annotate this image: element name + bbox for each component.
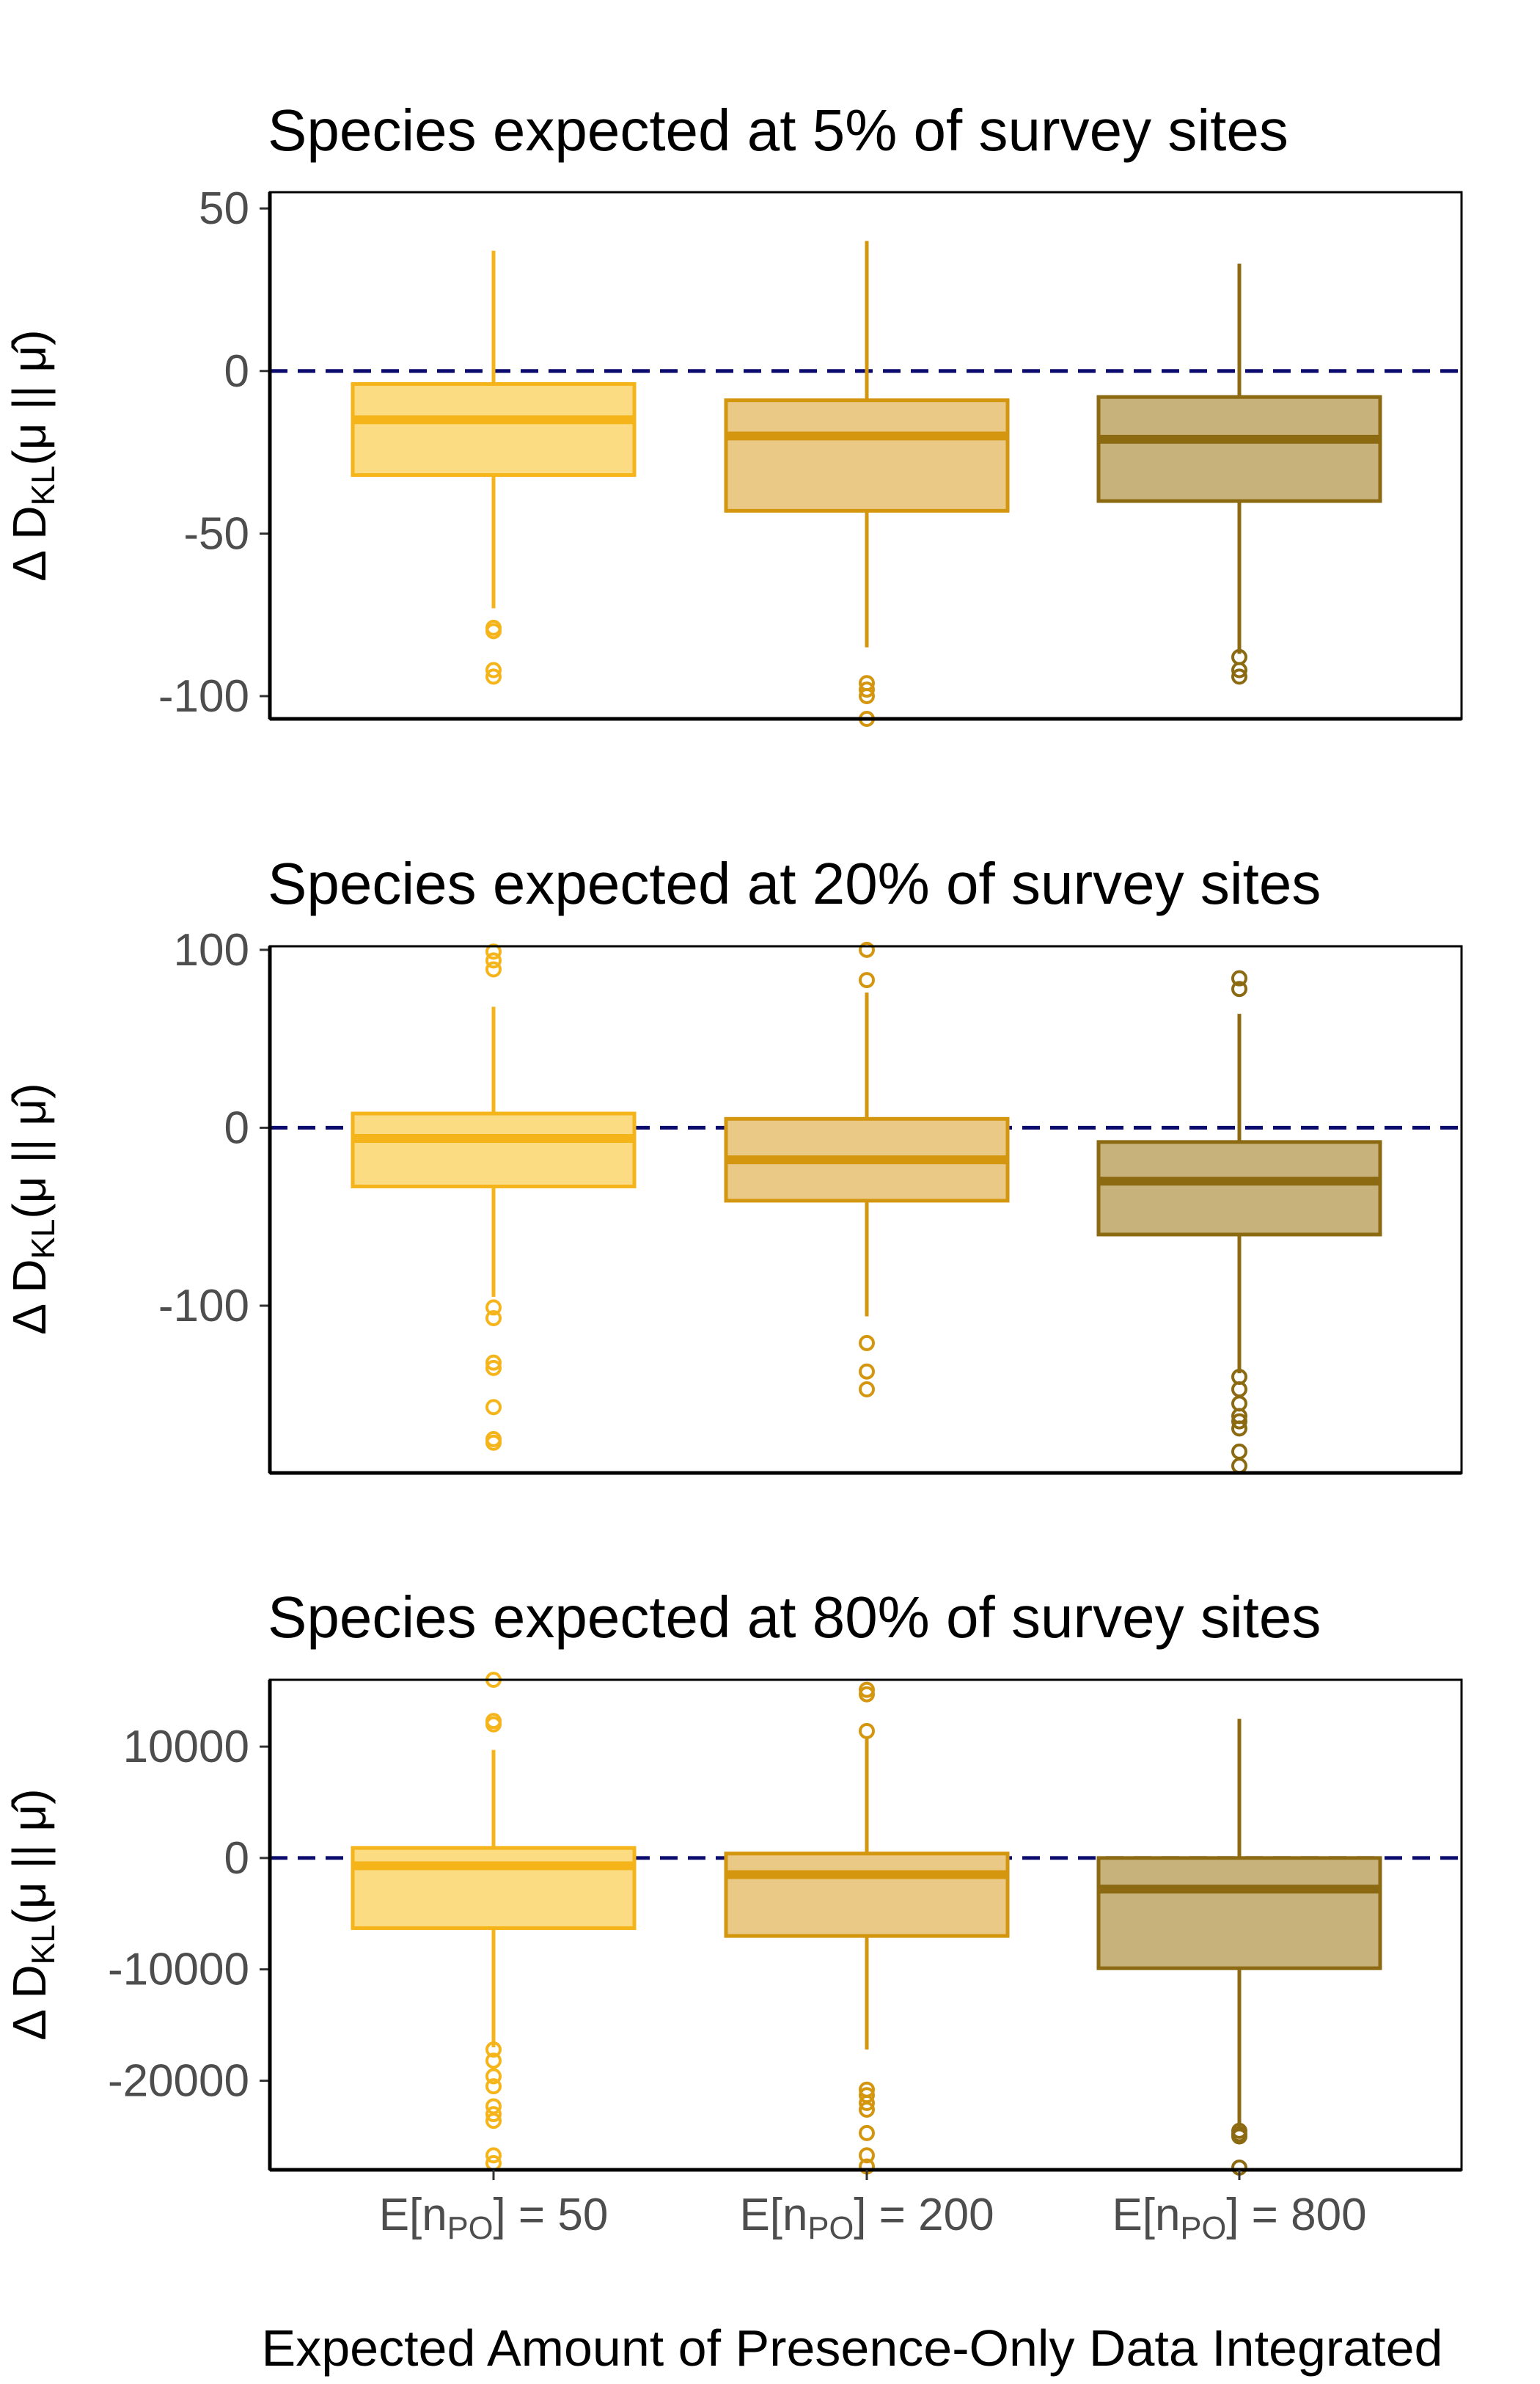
outlier-point	[859, 1381, 875, 1397]
box-iqr	[1096, 395, 1382, 503]
y-axis-title: Δ DKL(μ || μ̂)	[3, 1083, 62, 1334]
outlier-point	[485, 2147, 502, 2164]
outlier-point	[859, 972, 875, 989]
box-3	[1096, 970, 1382, 1474]
outlier-point	[485, 2113, 502, 2129]
outlier-point	[485, 943, 502, 960]
y-tick-label: 0	[224, 346, 249, 397]
outlier-point	[1231, 1443, 1247, 1460]
y-tick-label: -50	[183, 508, 249, 559]
outlier-point	[859, 2124, 875, 2141]
x-tick-label: E[nPO] = 50	[379, 2190, 609, 2246]
outlier-point	[859, 1681, 875, 1698]
panel-3: Species expected at 80% of survey sites Δ…	[3, 1584, 1463, 2176]
outlier-point	[485, 668, 502, 685]
outlier-point	[859, 1363, 875, 1380]
outlier-point	[485, 952, 502, 969]
outlier-point	[485, 2068, 502, 2085]
y-tick-label: 50	[199, 183, 249, 234]
panel-2: Species expected at 20% of survey sites Δ…	[3, 851, 1463, 1475]
box-1	[351, 1672, 637, 2171]
x-tick-label: E[nPO] = 200	[739, 2190, 994, 2246]
box-iqr	[724, 398, 1010, 513]
y-tick-label: -100	[158, 1281, 249, 1331]
y-tick-label: 0	[224, 1103, 249, 1153]
box-iqr	[351, 381, 637, 478]
outlier-point	[485, 1354, 502, 1371]
box-1	[351, 250, 637, 685]
outlier-point	[485, 1309, 502, 1326]
outlier-point	[859, 2102, 875, 2118]
box-iqr	[351, 1111, 637, 1188]
y-tick-label: 10000	[123, 1722, 249, 1772]
box-iqr	[1096, 1856, 1382, 1970]
y-tick-label: -100	[158, 671, 249, 722]
y-tick-label: -10000	[108, 1945, 249, 1995]
panel-title: Species expected at 20% of survey sites	[268, 851, 1321, 916]
outlier-point	[859, 941, 875, 958]
outlier-point	[859, 1722, 875, 1739]
outlier-point	[1231, 2128, 1247, 2145]
outlier-point	[485, 1359, 502, 1376]
outlier-point	[485, 2078, 502, 2095]
box-iqr	[724, 1851, 1010, 1938]
outlier-point	[485, 2052, 502, 2069]
outlier-point	[485, 961, 502, 978]
outlier-point	[1231, 1413, 1247, 1430]
y-axis-title: Δ DKL(μ || μ̂)	[3, 329, 62, 581]
box-3	[1096, 263, 1382, 685]
box-iqr	[1096, 1140, 1382, 1237]
outlier-point	[485, 1299, 502, 1316]
panel-title: Species expected at 5% of survey sites	[268, 98, 1288, 163]
outlier-point	[485, 623, 502, 640]
box-1	[351, 943, 637, 1451]
y-tick-label: 100	[174, 925, 249, 976]
box-2	[724, 241, 1010, 727]
outlier-point	[1231, 981, 1247, 998]
outlier-point	[485, 1434, 502, 1451]
y-tick-label: 0	[224, 1833, 249, 1884]
x-axis-title: Expected Amount of Presence-Only Data In…	[262, 2319, 1443, 2377]
x-tick-label: E[nPO] = 800	[1112, 2190, 1366, 2246]
outlier-point	[485, 662, 502, 679]
y-tick-label: -20000	[108, 2056, 249, 2107]
y-axis-title: Δ DKL(μ || μ̂)	[3, 1788, 62, 2040]
panel-title: Species expected at 80% of survey sites	[268, 1584, 1321, 1650]
outlier-point	[1231, 1420, 1247, 1437]
outlier-point	[485, 2106, 502, 2123]
outlier-point	[485, 1713, 502, 1730]
outlier-point	[1231, 668, 1247, 685]
outlier-point	[859, 681, 875, 698]
outlier-point	[859, 687, 875, 704]
box-iqr	[351, 1846, 637, 1931]
outlier-point	[485, 1399, 502, 1416]
box-2	[724, 941, 1010, 1397]
outlier-point	[859, 2094, 875, 2111]
box-3	[1096, 1719, 1382, 2176]
outlier-point	[485, 2041, 502, 2058]
outlier-point	[1231, 970, 1247, 987]
outlier-point	[859, 2147, 875, 2164]
outlier-point	[1231, 1458, 1247, 1474]
outlier-point	[859, 1334, 875, 1351]
outlier-point	[1231, 662, 1247, 679]
box-2	[724, 1681, 1010, 2175]
panel-1: Species expected at 5% of survey sites Δ …	[3, 98, 1463, 727]
